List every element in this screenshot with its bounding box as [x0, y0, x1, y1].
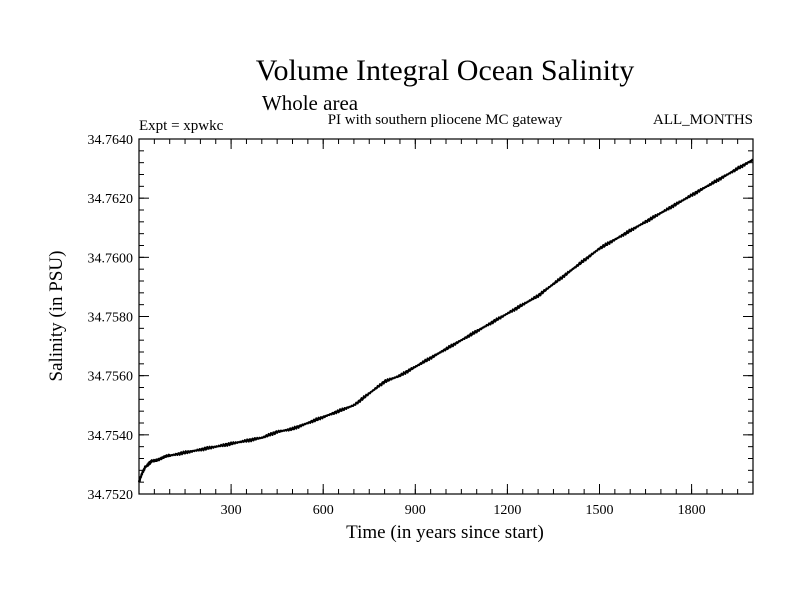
- y-axis-label: Salinity (in PSU): [46, 251, 67, 382]
- x-tick-label: 1500: [586, 503, 614, 518]
- y-tick-label: 34.7520: [88, 488, 134, 503]
- x-tick-label: 900: [405, 503, 426, 518]
- chart-title: Volume Integral Ocean Salinity: [256, 54, 635, 87]
- experiment-note: Expt = xpwkc: [139, 118, 224, 134]
- tick-labels: 300 600 900 1200 1500 1800 34.7520 34.7540 34.75…: [88, 133, 706, 518]
- x-axis-label: Time (in years since start): [346, 522, 544, 543]
- experiment-description: PI with southern pliocene MC gateway: [328, 112, 563, 128]
- x-tick-label: 1800: [678, 503, 706, 518]
- y-tick-label: 34.7580: [88, 311, 134, 326]
- axis-ticks: [139, 138, 753, 495]
- y-tick-label: 34.7640: [88, 133, 134, 148]
- x-tick-label: 600: [313, 503, 334, 518]
- x-tick-label: 1200: [493, 503, 521, 518]
- chart-subtitle: Whole area: [262, 91, 359, 115]
- months-note: ALL_MONTHS: [653, 112, 753, 128]
- y-tick-label: 34.7620: [88, 192, 134, 207]
- y-tick-label: 34.7540: [88, 429, 134, 444]
- y-tick-label: 34.7560: [88, 370, 134, 385]
- x-tick-label: 300: [221, 503, 242, 518]
- salinity-series-line: [138, 158, 754, 483]
- y-tick-label: 34.7600: [88, 251, 134, 266]
- plot-frame: [138, 138, 754, 495]
